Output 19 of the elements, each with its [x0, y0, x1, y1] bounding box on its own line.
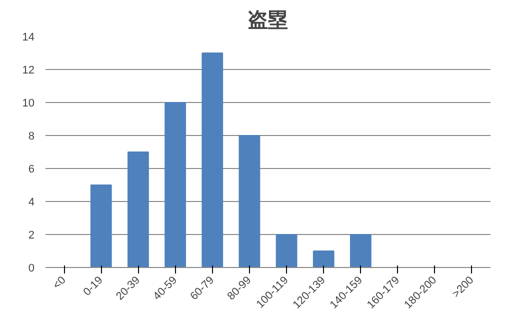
bar: [312, 250, 334, 268]
y-tick-label: 12: [22, 64, 35, 76]
y-tick-label: 10: [22, 98, 35, 110]
bar: [276, 234, 298, 268]
x-tick-label: 0-19: [81, 274, 106, 298]
y-tick-label: 8: [28, 130, 35, 142]
bar: [90, 184, 112, 268]
y-tick-label: 14: [22, 32, 35, 44]
bar: [350, 234, 372, 268]
x-tick-label: <0: [50, 274, 68, 292]
y-tick-label: 6: [28, 164, 35, 176]
bar: [164, 102, 186, 268]
chart-title: 盗塁: [248, 8, 288, 32]
y-tick-label: 0: [28, 262, 35, 274]
bar: [202, 52, 224, 268]
bar: [238, 135, 260, 268]
bar: [128, 152, 149, 268]
y-tick-label: 2: [28, 230, 35, 242]
y-tick-label: 4: [28, 196, 35, 208]
